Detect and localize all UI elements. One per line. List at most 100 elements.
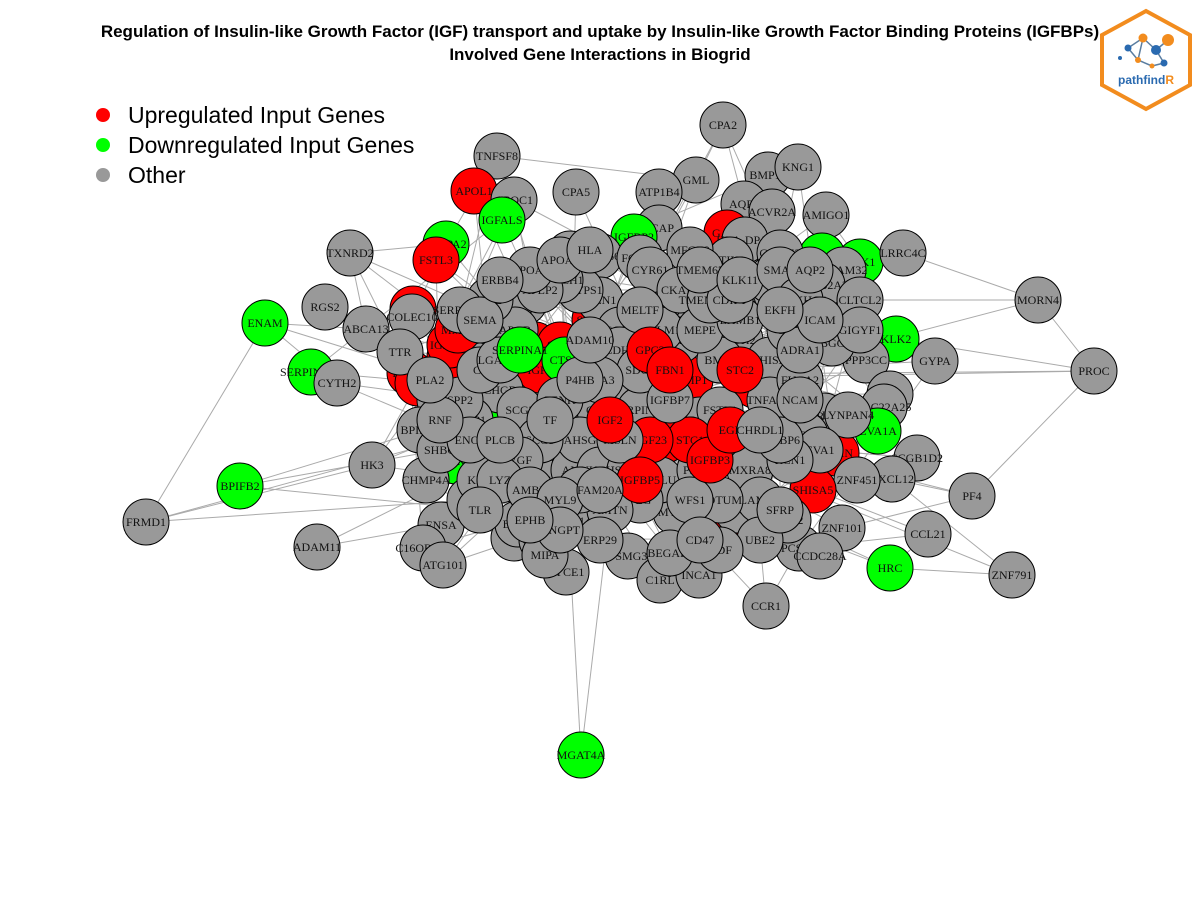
- gene-node: [557, 731, 605, 779]
- gene-label: PLCB: [485, 433, 515, 447]
- gene-label: CCL21: [910, 527, 945, 541]
- gene-node: [313, 359, 361, 407]
- gene-label: KLK11: [722, 273, 758, 287]
- gene-node: [216, 462, 264, 510]
- gene-label: IGFBP5: [620, 473, 660, 487]
- gene-label: CYR61: [632, 263, 669, 277]
- gene-node: [786, 246, 834, 294]
- gene-label: ZNF101: [822, 521, 863, 535]
- gene-node: [456, 296, 504, 344]
- gene-node: [526, 396, 574, 444]
- gene-node: [742, 582, 790, 630]
- gene-node: [716, 346, 764, 394]
- gene-node: [348, 441, 396, 489]
- svg-text:pathfindR: pathfindR: [1118, 73, 1174, 87]
- gene-node: [552, 168, 600, 216]
- gene-node: [911, 337, 959, 385]
- gene-node: [796, 532, 844, 580]
- gene-node: [412, 236, 460, 284]
- gene-node: [419, 541, 467, 589]
- gene-label: TLR: [469, 503, 492, 517]
- gene-label: SHISA5: [793, 483, 834, 497]
- legend-item-other: Other: [96, 160, 414, 190]
- pathfindr-logo: pathfindR: [1098, 8, 1194, 117]
- gene-label: IGF2: [597, 413, 622, 427]
- gene-node: [566, 226, 614, 274]
- gene-label: TTR: [389, 345, 412, 359]
- gene-node: [506, 496, 554, 544]
- gene-node: [756, 286, 804, 334]
- gene-label: MEPE: [684, 323, 716, 337]
- gene-label: CCR1: [751, 599, 781, 613]
- gene-node: [904, 510, 952, 558]
- gene-node: [1070, 347, 1118, 395]
- gene-label: NCAM: [782, 393, 818, 407]
- gene-node: [476, 256, 524, 304]
- gene-label: CCDC28A: [793, 549, 847, 563]
- gene-node: [866, 544, 914, 592]
- edge: [145, 499, 471, 523]
- gene-node: [241, 299, 289, 347]
- edge: [145, 322, 266, 523]
- gene-label: EVA1: [805, 443, 834, 457]
- gene-label: FRMD1: [126, 515, 166, 529]
- gene-label: ZNF451: [837, 473, 878, 487]
- edge: [239, 449, 441, 487]
- gene-label: ENAM: [247, 316, 283, 330]
- gene-label: HLA: [578, 243, 603, 257]
- gene-node: [879, 229, 927, 277]
- gene-label: RGS2: [310, 300, 339, 314]
- gene-node: [576, 466, 624, 514]
- gene-label: BPIFB2: [220, 479, 259, 493]
- gene-label: IGFBP7: [650, 393, 690, 407]
- gene-label: SFRP: [766, 503, 794, 517]
- gene-label: SCG2: [505, 403, 534, 417]
- gene-node: [456, 486, 504, 534]
- downregulated-swatch: [96, 138, 110, 152]
- gene-node: [496, 326, 544, 374]
- gene-label: INCA1: [681, 568, 716, 582]
- gene-label: IGFBP3: [690, 453, 730, 467]
- edge: [891, 478, 1013, 576]
- gene-label: RNF: [428, 413, 452, 427]
- gene-label: LYNPAN4: [822, 408, 874, 422]
- gene-label: HRC: [878, 561, 903, 575]
- upregulated-swatch: [96, 108, 110, 122]
- gene-label: TF: [543, 413, 557, 427]
- legend-label-upregulated: Upregulated Input Genes: [128, 101, 386, 128]
- gene-label: MGAT4A: [557, 748, 606, 762]
- gene-label: UBE2: [745, 533, 775, 547]
- gene-label: STC2: [726, 363, 754, 377]
- gene-node: [476, 416, 524, 464]
- gene-label: ZNF791: [992, 568, 1033, 582]
- gene-label: WFS1: [675, 493, 706, 507]
- logo-text-accent: R: [1165, 73, 1174, 87]
- gene-node: [776, 376, 824, 424]
- gene-label: AQP2: [795, 263, 825, 277]
- gene-label: ERP29: [583, 533, 617, 547]
- gene-label: PLA2: [416, 373, 445, 387]
- gene-label: IGFALS: [481, 213, 522, 227]
- figure-title-line-2: Involved Gene Interactions in Biogrid: [449, 45, 751, 64]
- edge: [971, 370, 1095, 497]
- gene-label: ICAM: [804, 313, 836, 327]
- gene-label: CXCL12: [870, 472, 914, 486]
- gene-label: GML: [683, 173, 710, 187]
- gene-node: [586, 396, 634, 444]
- gene-label: TMEM67: [676, 263, 724, 277]
- gene-label: MORN4: [1017, 293, 1059, 307]
- gene-label: LRRC4C: [880, 246, 925, 260]
- gene-label: CHRDL1: [737, 423, 784, 437]
- gene-node: [676, 516, 724, 564]
- legend: Upregulated Input Genes Downregulated In…: [96, 100, 414, 190]
- gene-node: [478, 196, 526, 244]
- gene-label: MYL9: [544, 493, 577, 507]
- gene-label: TNFSF8: [476, 149, 518, 163]
- gene-label: LYZ: [489, 473, 511, 487]
- gene-node: [293, 523, 341, 571]
- gene-label: GYPA: [919, 354, 951, 368]
- edge: [902, 252, 1039, 301]
- legend-item-downregulated: Downregulated Input Genes: [96, 130, 414, 160]
- gene-label: ADAM10: [566, 333, 615, 347]
